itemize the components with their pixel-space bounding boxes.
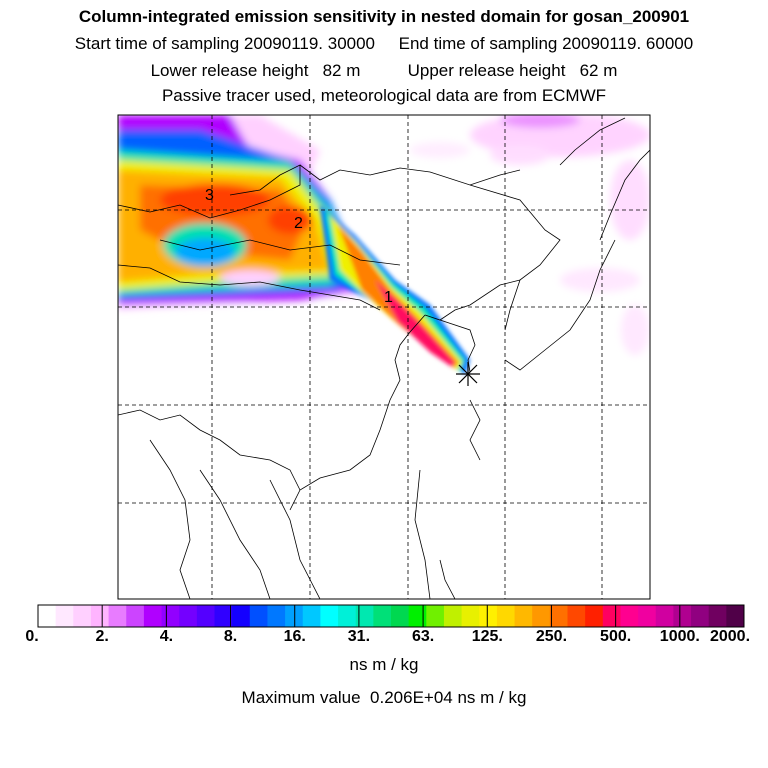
colorbar-segment (355, 605, 374, 627)
plot-title: Column-integrated emission sensitivity i… (78, 7, 690, 26)
colorbar-segment (391, 605, 410, 627)
receptor-star-marker (456, 362, 480, 386)
graticule (118, 115, 650, 599)
colorbar-segment (673, 605, 692, 627)
colorbar-segment (496, 605, 516, 627)
trajectory-label-2: 2 (294, 215, 303, 232)
colorbar-segment (514, 605, 533, 627)
colorbar-segment (638, 605, 657, 627)
colorbar (37, 604, 745, 628)
colorbar-segment (585, 605, 604, 627)
sensitivity-field (118, 115, 650, 375)
colorbar-segment (461, 605, 480, 627)
colorbar-segment (338, 605, 357, 627)
colorbar-segment (108, 605, 127, 627)
colorbar-segment (126, 605, 145, 627)
colorbar-tick-label: 500. (600, 628, 632, 645)
colorbar-segment (373, 605, 392, 627)
colorbar-segment (620, 605, 639, 627)
colorbar-segment (302, 605, 321, 627)
colorbar-tick-label: 250. (535, 628, 568, 645)
colorbar-segment (408, 605, 427, 627)
colorbar-segment (602, 605, 621, 627)
colorbar-segment (232, 605, 251, 627)
colorbar-segment (567, 605, 586, 627)
colorbar-segment (655, 605, 674, 627)
tracer-info: Passive tracer used, meteorological data… (161, 86, 607, 105)
colorbar-segment (691, 605, 710, 627)
map-frame (117, 114, 651, 600)
colorbar-segment (708, 605, 727, 627)
colorbar-segment (161, 605, 180, 627)
colorbar-tick-label: 63. (411, 628, 435, 645)
colorbar-segment (214, 605, 233, 627)
colorbar-segment (90, 605, 110, 627)
colorbar-tick-label: 2000. (709, 628, 751, 645)
colorbar-segment (143, 605, 163, 627)
trajectory-label-3: 3 (205, 187, 214, 204)
colorbar-tick-label: 1000. (659, 628, 700, 645)
colorbar-segment (443, 605, 463, 627)
colorbar-tick-label: 16. (283, 628, 306, 645)
sampling-times: Start time of sampling 20090119. 30000 E… (74, 34, 694, 53)
coastlines (118, 117, 650, 599)
colorbar-border (37, 604, 745, 628)
colorbar-segment (285, 605, 304, 627)
units-label: ns m / kg (349, 655, 419, 674)
colorbar-segment (532, 605, 551, 627)
colorbar-segment (726, 605, 745, 627)
colorbar-tick-label: 2. (95, 628, 109, 645)
colorbar-segment (479, 605, 498, 627)
trajectory-label-1: 1 (384, 289, 393, 306)
colorbar-tick-label: 4. (159, 628, 174, 645)
colorbar-segment (55, 605, 74, 627)
max-value-label: Maximum value 0.206E+04 ns m / kg (241, 688, 527, 707)
colorbar-tick-label: 8. (223, 628, 238, 645)
colorbar-segment (38, 605, 57, 627)
release-heights: Lower release height 82 m Upper release … (150, 61, 618, 80)
colorbar-segment (179, 605, 198, 627)
colorbar-segment (267, 605, 286, 627)
colorbar-segment (320, 605, 339, 627)
colorbar-segment (249, 605, 268, 627)
colorbar-segment (549, 605, 568, 627)
colorbar-segment (196, 605, 215, 627)
colorbar-segment (73, 605, 92, 627)
colorbar-tick-label: 125. (471, 628, 503, 645)
colorbar-tick-label: 31. (347, 628, 371, 645)
colorbar-tick-label: 0. (25, 628, 39, 645)
colorbar-segment (426, 605, 445, 627)
